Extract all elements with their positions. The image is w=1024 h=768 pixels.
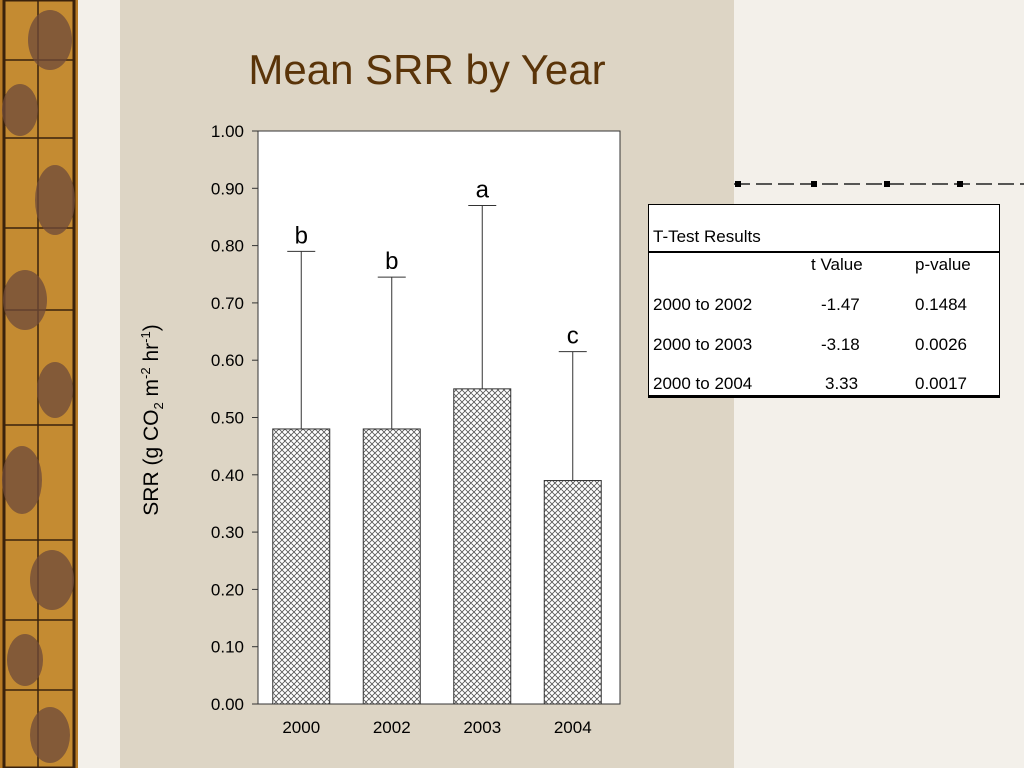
header-t-value: t Value xyxy=(811,255,863,274)
y-tick-label: 0.30 xyxy=(211,523,244,542)
row-label: 2000 to 2004 xyxy=(653,374,753,393)
ttest-results-table: T-Test Results t Value p-value 2000 to 2… xyxy=(648,204,1000,398)
y-tick-label: 0.10 xyxy=(211,638,244,657)
x-axis: 2000 2002 2003 2004 xyxy=(282,718,591,737)
decorative-dashed-line xyxy=(734,181,1024,187)
x-tick-label: 2000 xyxy=(282,718,320,737)
row-p-value: 0.0017 xyxy=(915,374,967,393)
row-p-value: 0.1484 xyxy=(915,295,967,314)
y-tick-label: 0.40 xyxy=(211,466,244,485)
x-tick-label: 2003 xyxy=(463,718,501,737)
y-tick-label: 0.70 xyxy=(211,294,244,313)
table-header-rule xyxy=(649,251,999,253)
slide-title: Mean SRR by Year xyxy=(248,46,606,93)
y-axis-label: SRR (g CO2 m-2 hr-1) xyxy=(137,324,167,516)
decorative-leaf-border xyxy=(0,0,78,768)
significance-letter: a xyxy=(476,176,490,203)
row-label: 2000 to 2002 xyxy=(653,295,753,314)
y-tick-label: 0.50 xyxy=(211,409,244,428)
significance-letter: b xyxy=(295,222,308,249)
header-p-value: p-value xyxy=(915,255,971,274)
significance-letter: c xyxy=(567,323,579,350)
y-axis: 0.00 0.10 0.20 0.30 0.40 0.50 0.60 0.70 0.80 0.90… xyxy=(211,122,258,714)
table-title: T-Test Results xyxy=(653,227,761,246)
bar xyxy=(272,428,331,705)
bars-group: b b a c xyxy=(272,176,602,705)
y-tick-label: 0.80 xyxy=(211,237,244,256)
y-tick-label: 0.90 xyxy=(211,179,244,198)
row-t-value: 3.33 xyxy=(825,374,859,393)
y-tick-label: 0.00 xyxy=(211,695,244,714)
leaf-border-pattern xyxy=(0,0,78,768)
y-tick-label: 0.20 xyxy=(211,580,244,599)
bar xyxy=(543,480,602,705)
significance-letter: b xyxy=(385,248,398,275)
row-p-value: 0.0026 xyxy=(915,335,967,354)
y-tick-label: 1.00 xyxy=(211,122,244,141)
y-tick-label: 0.60 xyxy=(211,351,244,370)
x-tick-label: 2004 xyxy=(554,718,592,737)
row-label: 2000 to 2003 xyxy=(653,335,753,354)
bar xyxy=(453,388,512,705)
bar xyxy=(362,428,421,705)
row-t-value: -3.18 xyxy=(821,335,860,354)
row-t-value: -1.47 xyxy=(821,295,860,314)
x-tick-label: 2002 xyxy=(373,718,411,737)
